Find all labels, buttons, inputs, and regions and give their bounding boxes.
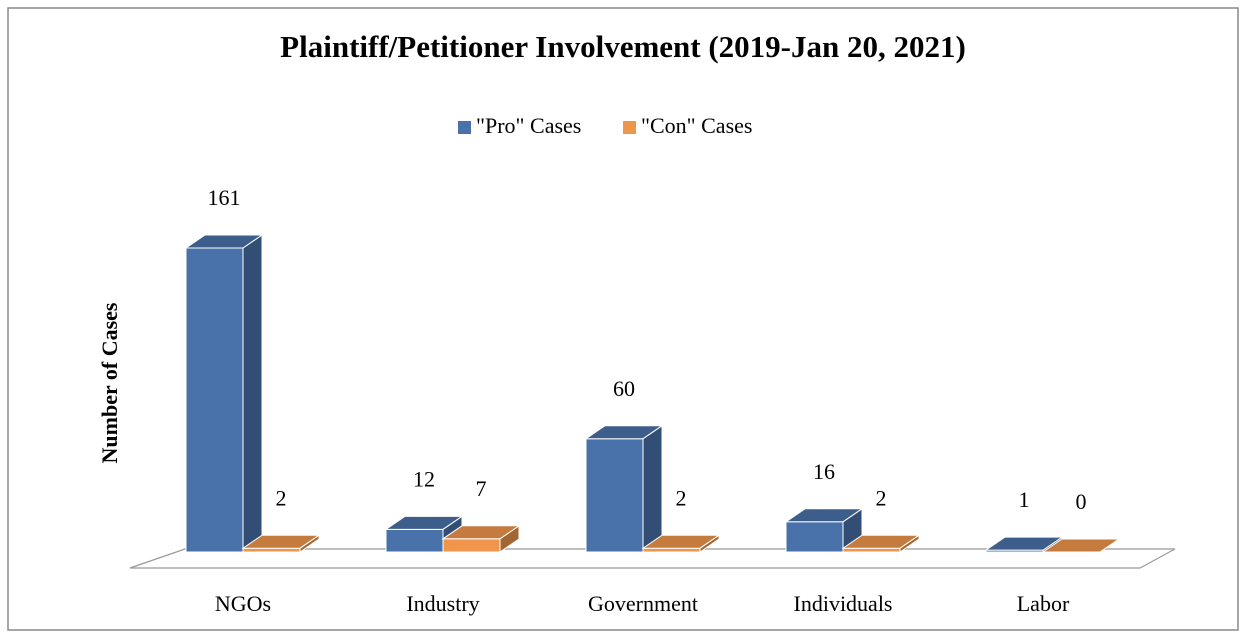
- legend-label: "Pro" Cases: [476, 113, 581, 138]
- floor: [129, 548, 1176, 569]
- data-label: 2: [876, 485, 887, 510]
- bar-front: [642, 547, 701, 553]
- x-tick-label: Industry: [406, 591, 479, 616]
- data-label: 2: [676, 485, 687, 510]
- bar-top: [384, 515, 464, 530]
- chart-title: Plaintiff/Petitioner Involvement (2019-J…: [280, 29, 966, 64]
- bar-top: [984, 536, 1064, 551]
- bar-side: [642, 424, 663, 553]
- bar-top: [241, 534, 321, 549]
- bar: [241, 534, 321, 553]
- data-label: 16: [813, 459, 835, 484]
- data-label: 161: [208, 185, 241, 210]
- data-label: 1: [1019, 487, 1030, 512]
- bar-front: [242, 547, 301, 553]
- bar-front: [785, 521, 844, 553]
- data-label: 60: [613, 376, 635, 401]
- legend-swatch: [458, 121, 471, 134]
- legend-label: "Con" Cases: [641, 113, 752, 138]
- bar-top: [641, 534, 721, 549]
- bar-top: [841, 534, 921, 549]
- x-tick-label: NGOs: [215, 591, 271, 616]
- bar: [584, 424, 664, 553]
- legend-swatch: [623, 121, 636, 134]
- bar-top: [584, 425, 664, 440]
- bar-front: [185, 247, 244, 553]
- x-tick-label: Government: [588, 591, 698, 616]
- data-label: 12: [413, 466, 435, 491]
- bar-top: [184, 234, 264, 249]
- bar: [441, 524, 521, 553]
- data-label: 0: [1076, 489, 1087, 514]
- bar-front: [385, 528, 444, 553]
- data-label: 7: [476, 476, 487, 501]
- bar: [841, 534, 921, 553]
- y-axis-label: Number of Cases: [97, 302, 122, 463]
- x-tick-label: Labor: [1017, 591, 1070, 616]
- bar-top: [441, 525, 521, 540]
- bar-top: [784, 508, 864, 523]
- bar-side: [242, 234, 263, 553]
- x-tick-label: Individuals: [794, 591, 893, 616]
- bar: [184, 234, 264, 553]
- bar-front: [842, 547, 901, 553]
- bar-top: [1041, 538, 1121, 553]
- data-label: 2: [276, 485, 287, 510]
- bar: [1041, 538, 1121, 553]
- bar: [641, 534, 721, 553]
- bar-front: [585, 438, 644, 553]
- bar-front: [442, 538, 501, 553]
